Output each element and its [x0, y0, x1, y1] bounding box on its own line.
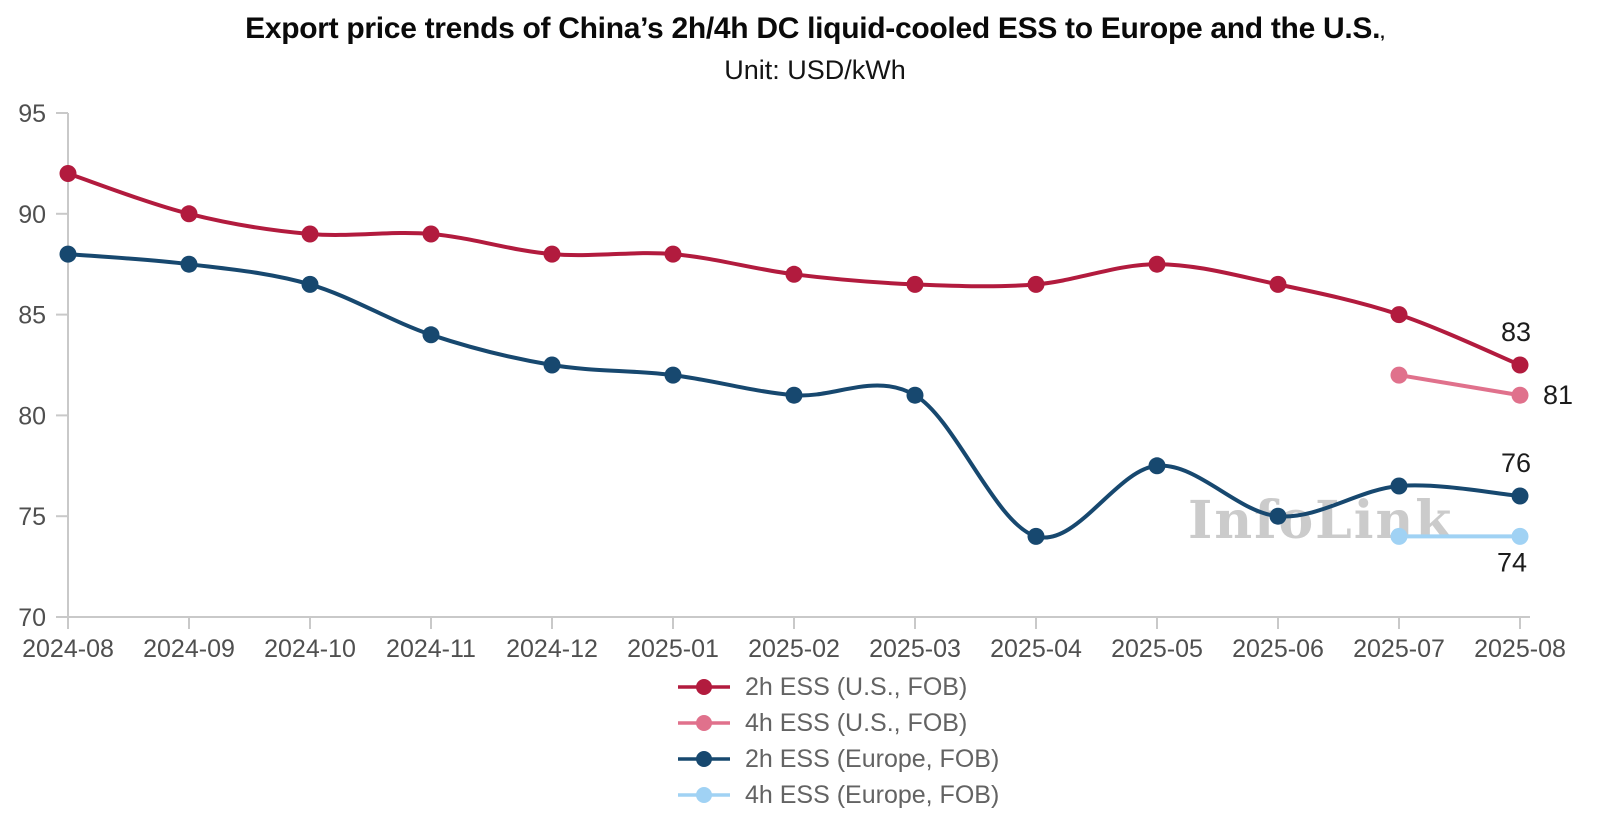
data-point-2h-ess-us — [906, 275, 924, 293]
value-label-2h-ess-europe: 76 — [1501, 448, 1531, 478]
legend-label-2h-ess-europe: 2h ESS (Europe, FOB) — [745, 744, 1000, 773]
data-point-2h-ess-us — [180, 205, 198, 223]
x-axis-label: 2025-04 — [990, 635, 1082, 663]
data-point-2h-ess-us — [59, 165, 77, 182]
x-axis-label: 2024-10 — [264, 635, 356, 663]
legend-item-4h-ess-us: 4h ESS (U.S., FOB) — [676, 705, 999, 741]
legend-marker-4h-ess-europe — [678, 787, 730, 803]
x-axis-label: 2025-02 — [748, 635, 840, 663]
x-axis-label: 2025-03 — [869, 635, 961, 663]
legend-label-4h-ess-europe: 4h ESS (Europe, FOB) — [745, 780, 1000, 809]
y-axis-label: 85 — [18, 302, 46, 330]
data-point-2h-ess-europe — [1027, 527, 1045, 545]
y-axis-label: 80 — [18, 402, 46, 430]
legend-item-2h-ess-us: 2h ESS (U.S., FOB) — [676, 669, 999, 705]
data-point-2h-ess-europe — [180, 255, 198, 273]
chart-title: Export price trends of China’s 2h/4h DC … — [245, 12, 1381, 45]
x-axis-label: 2024-08 — [22, 635, 114, 663]
axis-lines — [56, 113, 1530, 618]
data-point-2h-ess-europe — [301, 275, 319, 293]
x-axis-label: 2024-11 — [386, 635, 476, 663]
legend: 2h ESS (U.S., FOB) 4h ESS (U.S., FOB) 2h E… — [676, 669, 999, 813]
x-axis-label: 2025-01 — [627, 635, 719, 663]
data-point-2h-ess-europe — [1390, 477, 1408, 495]
chart-subtitle: Unit: USD/kWh — [724, 55, 906, 85]
data-point-2h-ess-us — [664, 245, 682, 263]
data-point-4h-ess-us — [1511, 386, 1529, 404]
legend-label-2h-ess-us: 2h ESS (U.S., FOB) — [745, 672, 968, 701]
data-point-2h-ess-europe — [59, 245, 77, 263]
x-axis-label: 2025-08 — [1474, 635, 1566, 663]
data-point-2h-ess-europe — [785, 386, 803, 404]
data-point-2h-ess-us — [1390, 306, 1408, 324]
legend-marker-2h-ess-us — [678, 679, 730, 695]
x-axis-label: 2024-12 — [506, 635, 598, 663]
watermark-logo: InfoLink — [1188, 490, 1454, 551]
y-axis-label: 95 — [18, 100, 46, 128]
data-point-2h-ess-europe — [543, 356, 561, 374]
legend-item-2h-ess-europe: 2h ESS (Europe, FOB) — [676, 741, 999, 777]
data-point-2h-ess-us — [1148, 255, 1166, 273]
x-axis-label: 2025-06 — [1232, 635, 1324, 663]
data-point-2h-ess-europe — [1269, 507, 1287, 525]
x-axis-label: 2025-07 — [1353, 635, 1445, 663]
value-label-2h-ess-us: 83 — [1501, 317, 1531, 347]
data-point-2h-ess-europe — [422, 326, 440, 344]
x-axis-label: 2024-09 — [143, 635, 235, 663]
legend-marker-4h-ess-us — [678, 715, 730, 731]
data-point-4h-ess-europe — [1390, 527, 1408, 545]
data-point-2h-ess-us — [301, 225, 319, 243]
value-label-4h-ess-us: 81 — [1543, 380, 1573, 410]
data-point-2h-ess-us — [1027, 275, 1045, 293]
data-point-4h-ess-europe — [1511, 527, 1529, 545]
data-point-4h-ess-us — [1390, 366, 1408, 384]
data-point-2h-ess-europe — [1148, 457, 1166, 475]
title-block: Export price trends of China’s 2h/4h DC … — [0, 12, 1600, 46]
legend-label-4h-ess-us: 4h ESS (U.S., FOB) — [745, 708, 968, 737]
y-axis-label: 70 — [18, 604, 46, 632]
data-point-2h-ess-us — [422, 225, 440, 243]
data-point-2h-ess-us — [543, 245, 561, 263]
legend-marker-2h-ess-europe — [678, 751, 730, 767]
legend-item-4h-ess-europe: 4h ESS (Europe, FOB) — [676, 777, 999, 813]
y-axis-label: 90 — [18, 201, 46, 229]
x-axis-label: 2025-05 — [1111, 635, 1203, 663]
data-point-2h-ess-europe — [906, 386, 924, 404]
series-line-4h-ess-us — [1397, 373, 1522, 398]
y-axis-label: 75 — [18, 503, 46, 531]
data-point-2h-ess-europe — [1511, 487, 1529, 505]
value-label-4h-ess-europe: 74 — [1497, 547, 1527, 577]
data-point-2h-ess-us — [1269, 275, 1287, 293]
data-point-2h-ess-us — [785, 265, 803, 283]
data-point-2h-ess-europe — [664, 366, 682, 384]
data-point-2h-ess-us — [1511, 356, 1529, 374]
chart-title-comma: , — [1380, 23, 1385, 42]
